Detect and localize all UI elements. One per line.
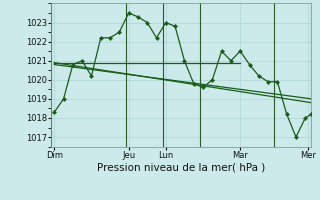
X-axis label: Pression niveau de la mer( hPa ): Pression niveau de la mer( hPa ) xyxy=(97,163,266,173)
